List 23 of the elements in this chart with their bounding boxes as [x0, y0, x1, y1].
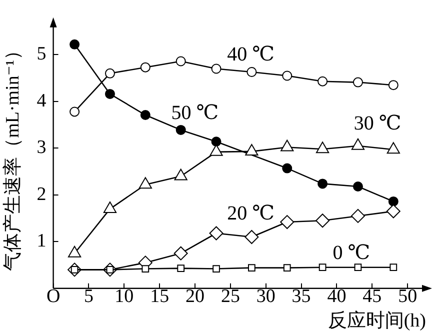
x-tick-label: 25	[220, 286, 240, 307]
x-tick-label: 15	[150, 286, 170, 307]
y-tick-label: 2	[36, 184, 46, 205]
series-label: 50 ℃	[171, 102, 219, 124]
x-tick-label: 20	[186, 286, 205, 307]
series-label: 0 ℃	[332, 242, 370, 264]
y-axis-title: 气体产生速率（mL·min⁻¹）	[1, 40, 24, 271]
y-tick-label: 1	[36, 230, 46, 252]
x-tick-label: 35	[292, 286, 311, 307]
series-label: 40 ℃	[227, 43, 275, 66]
x-tick-label: 30	[256, 286, 276, 307]
series-label: 30 ℃	[354, 112, 402, 134]
x-tick-label: O	[46, 286, 60, 307]
x-tick-label: 50	[398, 286, 418, 307]
x-tick-label: 10	[114, 286, 134, 307]
y-tick-label: 3	[36, 137, 46, 158]
x-tick-label: 40	[327, 286, 346, 307]
series-label: 20 ℃	[227, 202, 275, 224]
y-tick-label: 5	[36, 44, 46, 65]
x-tick-label: 5	[84, 286, 94, 307]
x-axis-title: 反应时间(h)	[328, 310, 426, 332]
y-tick-label: 4	[36, 90, 47, 112]
x-tick-label: 45	[362, 286, 382, 307]
